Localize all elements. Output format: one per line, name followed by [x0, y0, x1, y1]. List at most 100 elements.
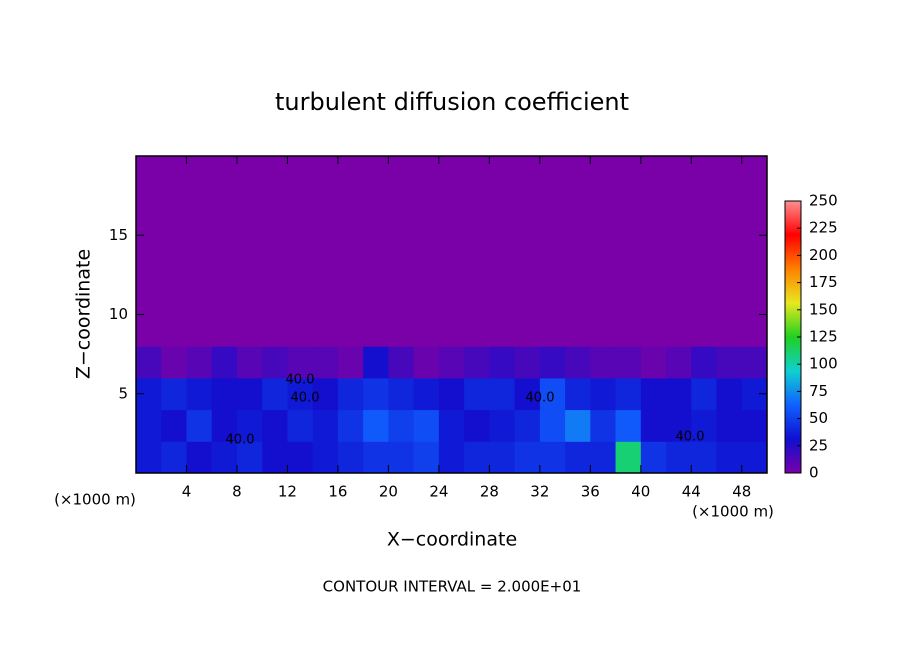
- cell: [590, 282, 617, 315]
- cell: [363, 156, 389, 189]
- cell: [236, 156, 263, 189]
- cell: [186, 282, 213, 315]
- cell: [590, 377, 617, 411]
- cell: [413, 314, 440, 347]
- cell: [211, 441, 238, 474]
- cell: [413, 282, 440, 315]
- cell: [337, 219, 364, 252]
- cell: [236, 251, 263, 284]
- cell: [161, 187, 187, 220]
- cell: [337, 377, 364, 411]
- cell: [236, 346, 263, 379]
- cell: [262, 377, 288, 411]
- cell: [363, 187, 389, 220]
- cell: [388, 441, 415, 474]
- cell: [489, 187, 516, 220]
- y-tick-label: 5: [118, 384, 128, 402]
- cell: [716, 346, 743, 379]
- cell: [262, 251, 288, 284]
- cell: [363, 314, 389, 347]
- cell: [211, 346, 238, 379]
- cell: [666, 156, 692, 189]
- colorbar-tick-label: 25: [809, 436, 828, 454]
- cell: [514, 282, 541, 315]
- cell: [287, 219, 314, 252]
- cell: [262, 282, 288, 315]
- cell: [287, 377, 314, 411]
- cell: [136, 251, 162, 284]
- colorbar-tick-label: 0: [809, 464, 819, 482]
- cell: [413, 187, 440, 220]
- cell: [236, 314, 263, 347]
- cell: [388, 314, 415, 347]
- cell: [565, 282, 591, 315]
- cell: [716, 314, 743, 347]
- cell: [514, 219, 541, 252]
- contour-label: 40.0: [286, 373, 315, 388]
- colorbar-tick-label: 250: [809, 192, 838, 210]
- cell: [186, 156, 213, 189]
- cell: [438, 251, 465, 284]
- cell: [211, 282, 238, 315]
- cell: [640, 409, 667, 442]
- cell: [388, 409, 415, 442]
- cell: [287, 346, 314, 379]
- x-tick-label: 12: [278, 483, 297, 501]
- cell: [464, 441, 490, 474]
- x-tick-label: 28: [480, 483, 499, 501]
- cell: [514, 409, 541, 442]
- cell: [514, 314, 541, 347]
- colorbar-tick-label: 150: [809, 300, 838, 318]
- cell: [691, 187, 718, 220]
- cell: [539, 156, 566, 189]
- cell: [590, 251, 617, 284]
- cell: [565, 409, 591, 442]
- cell: [413, 156, 440, 189]
- x-tick-label: 24: [429, 483, 448, 501]
- x-tick-label: 44: [682, 483, 701, 501]
- cell: [337, 346, 364, 379]
- cell: [413, 346, 440, 379]
- cell: [489, 441, 516, 474]
- cell: [236, 282, 263, 315]
- cell: [590, 219, 617, 252]
- cell: [489, 282, 516, 315]
- cell: [640, 282, 667, 315]
- cell: [741, 282, 768, 315]
- contour-interval: CONTOUR INTERVAL = 2.000E+01: [323, 578, 582, 596]
- cell: [287, 282, 314, 315]
- cell: [539, 251, 566, 284]
- cell: [312, 346, 339, 379]
- x-tick-label: 36: [581, 483, 600, 501]
- x-tick-label: 32: [530, 483, 549, 501]
- cell: [565, 441, 591, 474]
- cell: [565, 377, 591, 411]
- cell: [615, 156, 642, 189]
- cell: [615, 441, 642, 474]
- cell: [211, 187, 238, 220]
- cell: [691, 409, 718, 442]
- cell: [640, 346, 667, 379]
- cell: [539, 187, 566, 220]
- cell: [716, 282, 743, 315]
- cell: [236, 187, 263, 220]
- cell: [312, 219, 339, 252]
- cell: [211, 314, 238, 347]
- x-tick-label: 48: [732, 483, 751, 501]
- cell: [464, 187, 490, 220]
- cell: [136, 409, 162, 442]
- cell: [514, 346, 541, 379]
- cell: [388, 219, 415, 252]
- cell: [312, 409, 339, 442]
- cell: [161, 219, 187, 252]
- x-tick-label: 16: [328, 483, 347, 501]
- cell: [539, 409, 566, 442]
- cell: [666, 187, 692, 220]
- cell: [640, 377, 667, 411]
- cell: [438, 219, 465, 252]
- x-tick-label: 20: [379, 483, 398, 501]
- cell: [666, 441, 692, 474]
- cell: [388, 187, 415, 220]
- cell: [211, 156, 238, 189]
- cell: [615, 187, 642, 220]
